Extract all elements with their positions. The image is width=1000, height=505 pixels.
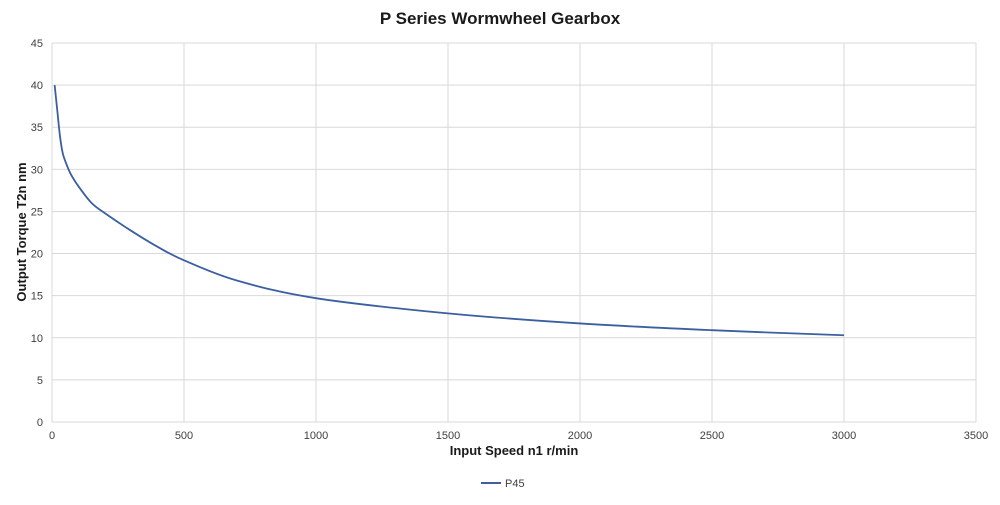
y-tick-label: 10: [31, 333, 43, 345]
series-line-p45: [53, 85, 845, 337]
x-tick-label: 3000: [832, 430, 856, 442]
y-tick-label: 15: [31, 291, 43, 303]
y-axis-title: Output Torque T2n nm: [14, 162, 29, 301]
y-tick-label: 40: [31, 80, 43, 92]
y-tick-label: 45: [31, 38, 43, 50]
x-tick-label: 3500: [964, 430, 988, 442]
gridlines: [51, 42, 977, 423]
y-tick-label: 0: [37, 417, 43, 429]
y-tick-label: 35: [31, 122, 43, 134]
y-tick-label: 30: [31, 164, 43, 176]
x-tick-label: 2000: [568, 430, 592, 442]
x-tick-label: 500: [175, 430, 193, 442]
chart-title: P Series Wormwheel Gearbox: [380, 9, 621, 28]
y-axis-tick-labels: 0 5 10 15 20 25 30 35 40 45: [31, 38, 43, 429]
x-tick-label: 2500: [700, 430, 724, 442]
x-axis-title: Input Speed n1 r/min: [450, 443, 579, 458]
series-lines: [53, 85, 845, 337]
legend: P45: [481, 478, 525, 490]
x-tick-label: 1000: [304, 430, 328, 442]
x-axis-tick-labels: 0 500 1000 1500 2000 2500 3000 3500: [49, 430, 988, 442]
y-tick-label: 20: [31, 249, 43, 261]
y-tick-label: 25: [31, 206, 43, 218]
y-tick-label: 5: [37, 375, 43, 387]
legend-label: P45: [505, 478, 525, 490]
x-tick-label: 1500: [436, 430, 460, 442]
x-tick-label: 0: [49, 430, 55, 442]
